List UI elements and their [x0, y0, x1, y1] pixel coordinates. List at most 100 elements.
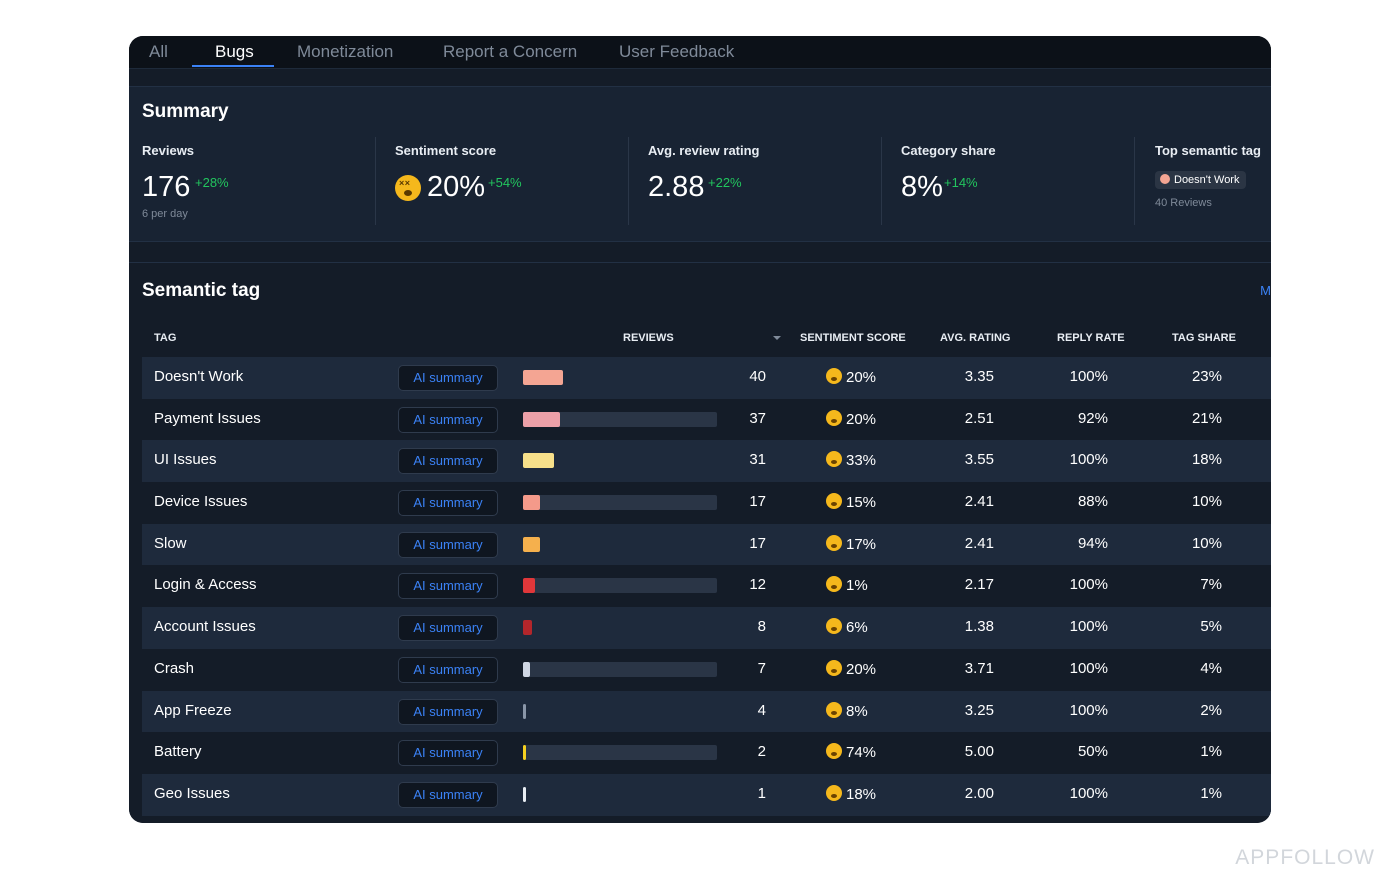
top-tag-chip[interactable]: Doesn't Work [1155, 171, 1247, 189]
share-bar-fill [523, 370, 563, 385]
tag-name: Account Issues [154, 618, 256, 636]
header-sentiment-score[interactable]: SENTIMENT SCORE [800, 332, 906, 344]
appfollow-watermark: APPFOLLOW [1235, 846, 1375, 869]
sentiment-value: 74% [846, 744, 877, 762]
sentiment-emoji-icon [826, 576, 842, 593]
tab-monetization[interactable]: Monetization [297, 42, 394, 61]
table-header: TAG REVIEWS SENTIMENT SCORE AVG. RATING … [142, 325, 1271, 357]
sentiment-score: 6% [826, 618, 868, 636]
summary-title: Summary [142, 101, 229, 122]
table-row[interactable]: Account Issues AI summary 8 6% 1.38 100% 5% [142, 607, 1271, 649]
sentiment-emoji-icon [826, 409, 842, 426]
table-row[interactable]: UI Issues AI summary 31 33% 3.55 100% 18% [142, 440, 1271, 483]
reviews-count: 31 [749, 451, 766, 469]
tab-user-feedback[interactable]: User Feedback [619, 42, 735, 61]
header-tag[interactable]: TAG [154, 332, 177, 344]
table-row[interactable]: Geo Issues AI summary 1 18% 2.00 100% 1% [142, 773, 1271, 816]
sentiment-emoji-icon [826, 534, 842, 551]
sentiment-value-row: 20% [395, 171, 485, 204]
category-share-label: Category share [901, 143, 996, 158]
category-share-value: 8% [901, 171, 943, 203]
tag-share: 23% [1191, 368, 1222, 385]
ai-summary-button[interactable]: AI summary [398, 698, 498, 725]
sentiment-score: 20% [826, 409, 877, 428]
ai-summary-button[interactable]: AI summary [398, 490, 498, 517]
reviews-label: Reviews [142, 143, 195, 158]
reply-rate: 92% [1077, 409, 1108, 427]
sentiment-value: 20% [846, 660, 877, 678]
tag-share: 21% [1191, 409, 1222, 427]
ai-summary-button[interactable]: AI summary [398, 531, 498, 558]
top-tag-metric: Top semantic tag Doesn't Work 40 Reviews [1155, 143, 1261, 209]
share-bar-fill [523, 536, 540, 552]
reviews-count: 12 [749, 576, 766, 594]
semantic-tag-title: Semantic tag [142, 280, 261, 301]
table-row[interactable]: Device Issues AI summary 17 15% 2.41 88% 10% [142, 482, 1271, 524]
tag-name: UI Issues [154, 451, 217, 469]
sentiment-emoji-icon [826, 493, 842, 510]
category-share-metric: Category share 8% +14% [901, 143, 996, 203]
tag-share: 2% [1200, 701, 1222, 719]
active-tab-indicator [192, 65, 274, 67]
ai-summary-button[interactable]: AI summary [398, 656, 498, 683]
share-bar-fill [523, 786, 526, 802]
tag-color-dot [1160, 174, 1170, 184]
sort-desc-icon[interactable] [773, 336, 781, 340]
analytics-panel: All Bugs Monetization Report a Concern U… [129, 36, 1271, 823]
more-link[interactable]: M [1260, 283, 1271, 298]
avg-rating: 2.00 [964, 784, 994, 802]
tab-bugs[interactable]: Bugs [215, 42, 254, 61]
sentiment-score: 17% [826, 534, 876, 553]
avg-rating: 2.41 [964, 493, 994, 511]
sentiment-emoji-icon [826, 784, 842, 801]
avg-rating: 3.55 [964, 451, 994, 469]
reply-rate: 100% [1069, 451, 1108, 469]
reviews-value: 176 [142, 171, 191, 203]
avg-rating: 2.17 [964, 576, 994, 594]
header-avg-rating[interactable]: AVG. RATING [940, 332, 1011, 344]
tab-all[interactable]: All [149, 42, 168, 61]
share-bar-track [523, 578, 717, 594]
ai-summary-button[interactable]: AI summary [398, 781, 498, 808]
summary-section: Summary Reviews 176 +28% 6 per day Senti… [129, 86, 1271, 242]
sentiment-value: 33% [846, 452, 877, 470]
share-bar-fill [523, 453, 554, 469]
ai-summary-button[interactable]: AI summary [398, 448, 498, 475]
table-row[interactable]: Payment Issues AI summary 37 20% 2.51 92% 21% [142, 399, 1271, 441]
tag-share: 10% [1191, 493, 1222, 511]
avg-rating: 3.25 [964, 701, 994, 719]
avg-rating: 5.00 [964, 743, 994, 761]
table-row[interactable]: Doesn't Work AI summary 40 20% 3.35 100% 23% [142, 357, 1271, 399]
sentiment-delta: +54% [488, 175, 522, 190]
ai-summary-button[interactable]: AI summary [398, 740, 498, 767]
sentiment-score: 20% [826, 368, 876, 386]
reply-rate: 100% [1069, 659, 1108, 677]
ai-summary-button[interactable]: AI summary [398, 615, 498, 642]
category-share-delta: +14% [944, 175, 978, 190]
ai-summary-button[interactable]: AI summary [398, 365, 498, 391]
table-row[interactable]: Slow AI summary 17 17% 2.41 94% 10% [142, 523, 1271, 566]
header-tag-share[interactable]: TAG SHARE [1172, 332, 1236, 344]
table-row[interactable]: Crash AI summary 7 20% 3.71 100% 4% [142, 649, 1271, 691]
avg-rating: 1.38 [964, 618, 994, 636]
ai-summary-button[interactable]: AI summary [398, 573, 498, 600]
sentiment-value: 20% [846, 410, 877, 428]
reply-rate: 88% [1077, 493, 1108, 511]
table-row[interactable]: Battery AI summary 2 74% 5.00 50% 1% [142, 732, 1271, 774]
share-bar-track [523, 661, 717, 677]
rating-label: Avg. review rating [648, 143, 760, 158]
sentiment-value: 20% [846, 369, 877, 386]
sentiment-metric: Sentiment score 20% +54% [395, 143, 522, 203]
header-reply-rate[interactable]: REPLY RATE [1057, 332, 1125, 344]
tag-name: Payment Issues [154, 409, 261, 427]
ai-summary-button[interactable]: AI summary [398, 406, 498, 433]
tab-report-a-concern[interactable]: Report a Concern [443, 42, 578, 61]
table-row[interactable]: App Freeze AI summary 4 8% 3.25 100% 2% [142, 690, 1271, 733]
reviews-count: 17 [749, 493, 766, 511]
table-row[interactable]: Login & Access AI summary 12 1% 2.17 100% 7% [142, 565, 1271, 607]
tag-name: Slow [154, 534, 187, 552]
reply-rate: 50% [1077, 743, 1108, 761]
tag-share: 1% [1200, 743, 1222, 761]
tag-share: 4% [1200, 659, 1222, 677]
header-reviews[interactable]: REVIEWS [623, 332, 674, 344]
